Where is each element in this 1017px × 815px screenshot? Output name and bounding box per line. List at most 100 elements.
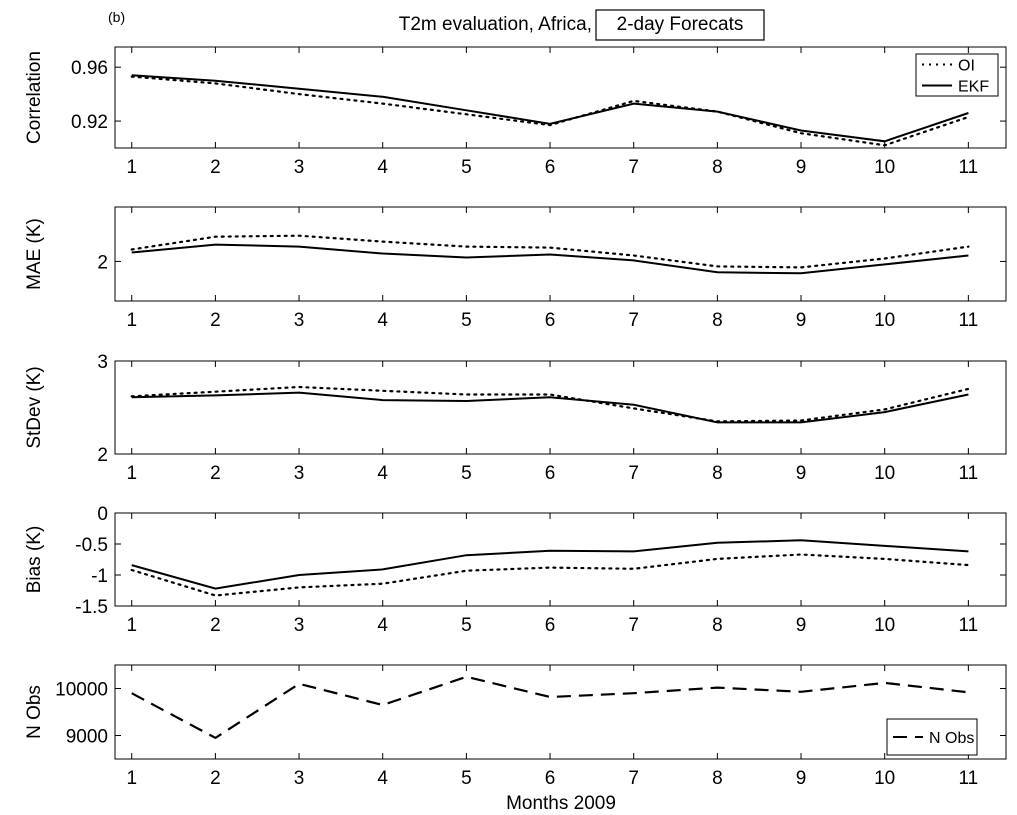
y-axis-label: MAE (K)	[24, 218, 45, 290]
x-tick-label: 4	[377, 615, 388, 636]
x-tick-label: 7	[628, 310, 639, 331]
plot-frame	[114, 664, 1007, 760]
panel-5: 1 2 3 4 5 6 7 8 9 10 11 9000 10000 N Obs N Obs	[24, 664, 1007, 789]
x-tick-label: 11	[958, 615, 978, 636]
x-tick-label: 3	[294, 615, 305, 636]
y-axis-label: N Obs	[24, 685, 45, 739]
y-axis-label: Correlation	[24, 51, 45, 144]
x-tick-label: 6	[545, 463, 556, 484]
x-tick-label: 11	[958, 157, 978, 178]
x-tick-label: 6	[545, 157, 556, 178]
y-tick-label: 9000	[66, 727, 108, 748]
x-tick-label: 5	[461, 310, 472, 331]
y-tick-label: 0.96	[71, 58, 108, 79]
x-tick-label: 1	[126, 768, 137, 789]
series-line-solid-1	[131, 243, 969, 275]
y-tick-label: 2	[97, 445, 108, 466]
x-tick-label: 5	[461, 463, 472, 484]
panel-2: 1 2 3 4 5 6 7 8 9 10 11 2 MAE (K)	[24, 206, 1007, 331]
x-tick-label: 2	[210, 615, 221, 636]
x-tick-label: 8	[712, 463, 723, 484]
x-tick-label: 7	[628, 768, 639, 789]
x-tick-label: 11	[958, 768, 978, 789]
y-tick-label: 3	[97, 352, 108, 373]
y-tick-label: 0.92	[71, 112, 108, 133]
y-tick-label: 0	[97, 504, 108, 525]
x-tick-label: 8	[712, 310, 723, 331]
x-tick-label: 10	[874, 615, 895, 636]
series-line-oi	[130, 75, 970, 147]
y-tick-label: 2	[97, 252, 108, 273]
legend: N Obs	[886, 718, 978, 756]
y-axis-label: Bias (K)	[24, 526, 45, 594]
x-tick-label: 7	[628, 157, 639, 178]
x-tick-label: 3	[294, 463, 305, 484]
x-tick-label: 3	[294, 157, 305, 178]
x-tick-label: 9	[796, 157, 807, 178]
x-tick-label: 4	[377, 310, 388, 331]
x-tick-label: 5	[461, 768, 472, 789]
x-tick-label: 5	[461, 615, 472, 636]
series-line-dotted-0	[130, 553, 970, 597]
x-tick-label: 2	[210, 768, 221, 789]
series-line-ekf	[131, 74, 969, 143]
x-tick-label: 6	[545, 310, 556, 331]
legend-box	[915, 53, 999, 97]
y-tick-label: -1.5	[75, 597, 108, 618]
x-tick-label: 11	[958, 463, 978, 484]
y-tick-label: -1	[91, 566, 108, 587]
y-tick-label: -0.5	[75, 535, 108, 556]
x-tick-label: 2	[210, 463, 221, 484]
series-line-n-obs	[131, 675, 969, 740]
legend-label: OI	[958, 58, 975, 75]
chart-title-boxed: 2-day Forecats	[617, 14, 744, 35]
plot-frame	[114, 360, 1007, 455]
title-box	[595, 9, 765, 41]
x-tick-label: 10	[874, 463, 895, 484]
x-tick-label: 8	[712, 157, 723, 178]
series-line-solid-1	[131, 539, 969, 590]
plot-frame	[114, 206, 1007, 302]
x-tick-label: 3	[294, 768, 305, 789]
y-tick-label: 10000	[55, 680, 108, 701]
x-tick-label: 3	[294, 310, 305, 331]
x-tick-label: 10	[874, 157, 895, 178]
x-tick-label: 2	[210, 310, 221, 331]
legend: OI EKF	[915, 53, 999, 97]
y-axis-label: StDev (K)	[24, 366, 45, 448]
series-line-dotted-0	[130, 234, 970, 269]
x-tick-label: 6	[545, 768, 556, 789]
x-tick-label: 6	[545, 615, 556, 636]
panel-4: 1 2 3 4 5 6 7 8 9 10 11 -1.5 -1 -0.5 0 Bias (K)	[24, 504, 1007, 636]
legend-label: EKF	[958, 79, 989, 96]
plot-frame	[114, 512, 1007, 607]
legend-label: N Obs	[929, 730, 974, 747]
x-tick-label: 9	[796, 310, 807, 331]
x-tick-label: 8	[712, 768, 723, 789]
plot-frame	[114, 46, 1007, 149]
x-tick-label: 10	[874, 768, 895, 789]
x-tick-label: 9	[796, 463, 807, 484]
x-axis-label: Months 2009	[506, 793, 616, 814]
x-tick-label: 7	[628, 615, 639, 636]
panel-1: 1 2 3 4 5 6 7 8 9 10 11 0.92 0.96 Correlation OI EKF	[24, 46, 1007, 178]
panel-label: (b)	[108, 9, 125, 25]
series-line-solid-1	[131, 391, 969, 424]
x-tick-label: 4	[377, 768, 388, 789]
x-tick-label: 1	[126, 157, 137, 178]
x-tick-label: 4	[377, 463, 388, 484]
chart-title: T2m evaluation, Africa,	[399, 14, 592, 35]
x-tick-label: 1	[126, 463, 137, 484]
x-tick-label: 9	[796, 768, 807, 789]
x-tick-label: 9	[796, 615, 807, 636]
x-tick-label: 7	[628, 463, 639, 484]
x-tick-label: 4	[377, 157, 388, 178]
x-tick-label: 8	[712, 615, 723, 636]
series-line-dotted-0	[130, 385, 970, 423]
x-tick-label: 11	[958, 310, 978, 331]
x-tick-label: 2	[210, 157, 221, 178]
x-tick-label: 1	[126, 615, 137, 636]
x-tick-label: 1	[126, 310, 137, 331]
